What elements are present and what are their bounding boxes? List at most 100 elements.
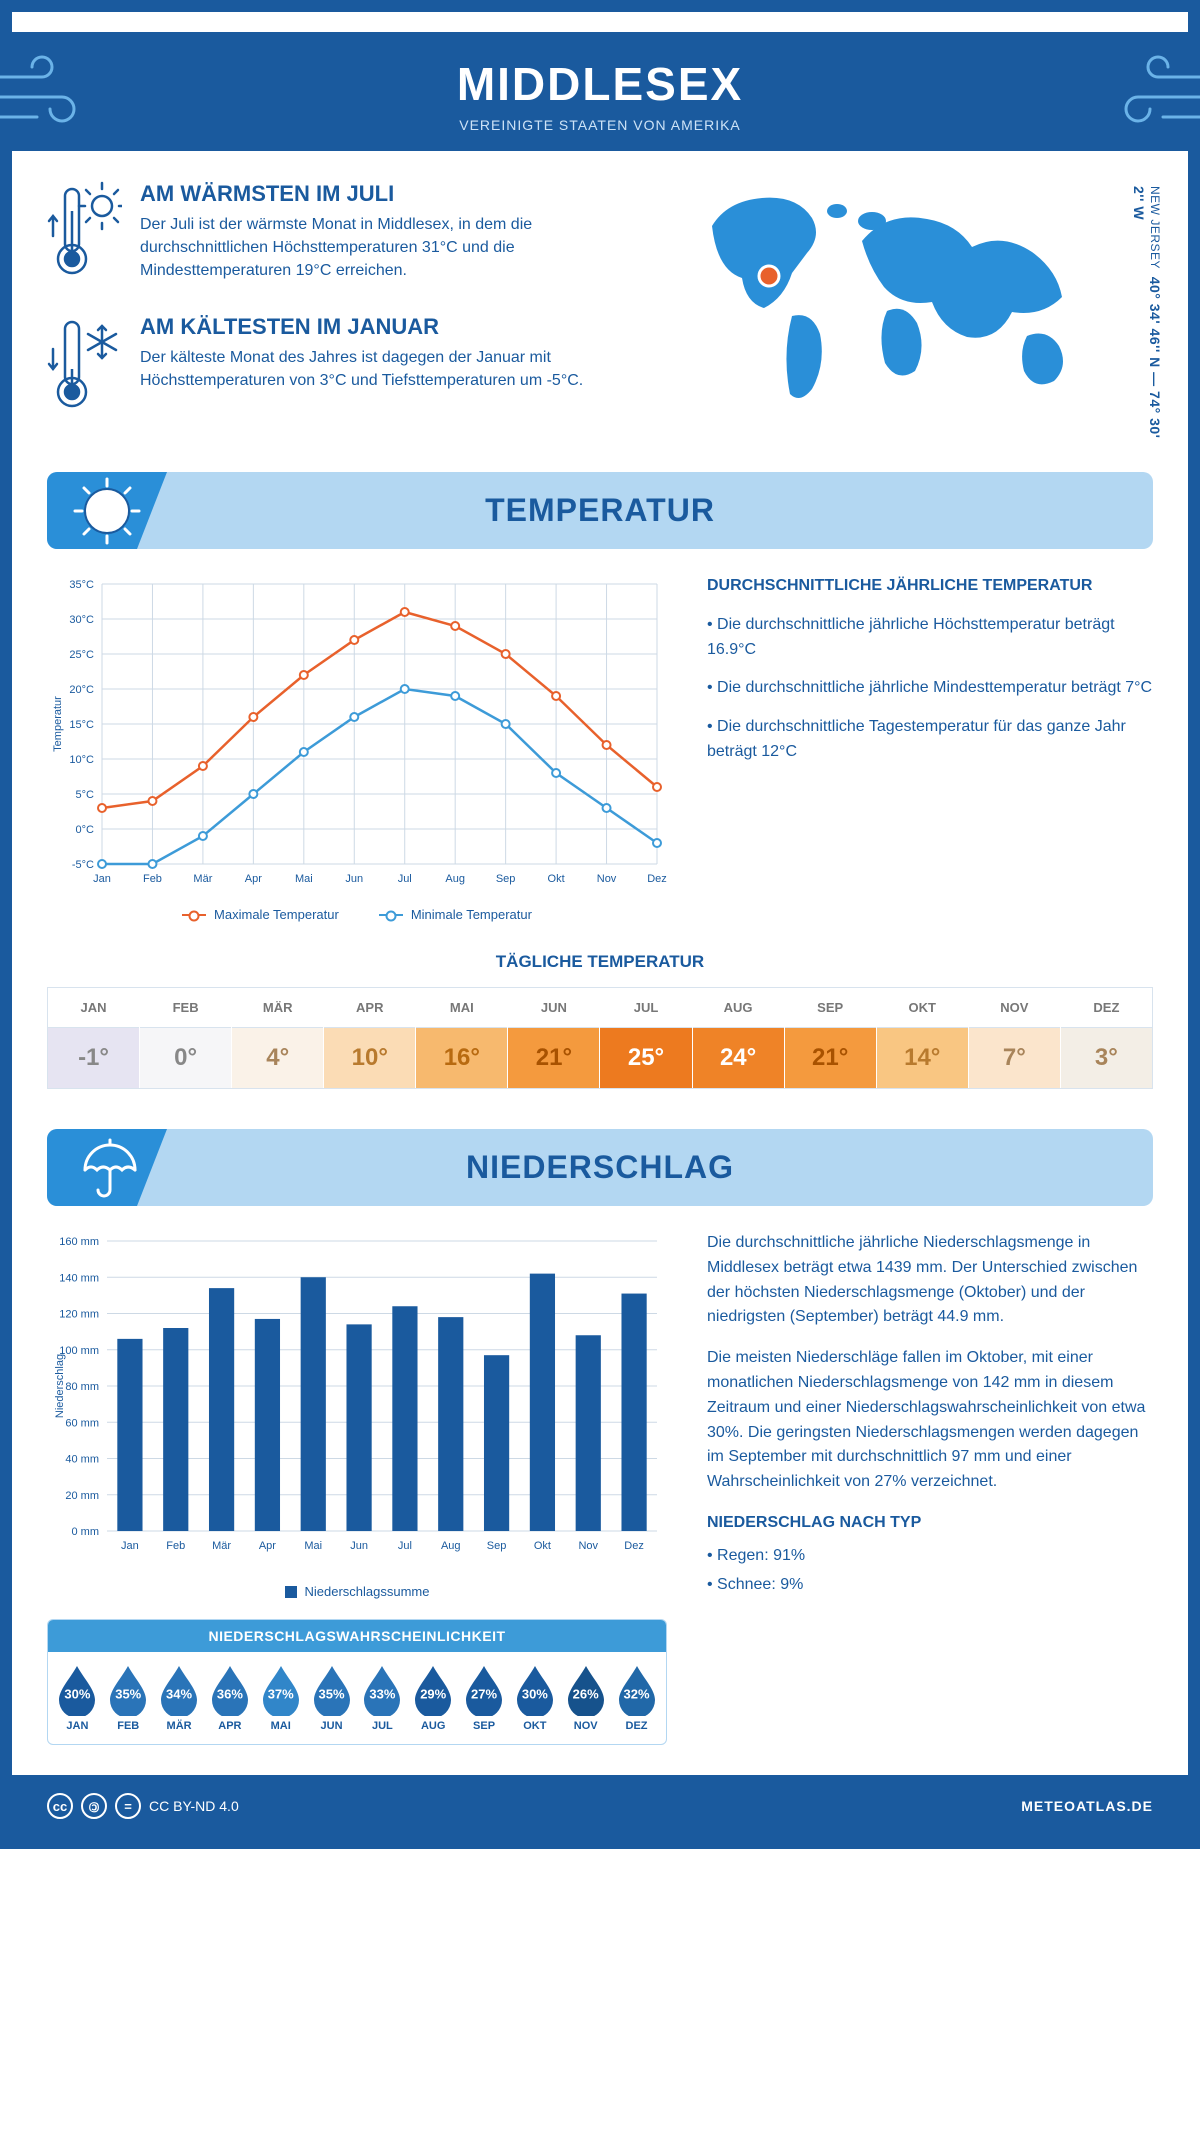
svg-text:Jun: Jun	[350, 1540, 368, 1552]
section-title-precip: NIEDERSCHLAG	[47, 1149, 1153, 1186]
wind-icon	[0, 47, 102, 137]
svg-text:40 mm: 40 mm	[65, 1454, 99, 1466]
precip-summary: Die durchschnittliche jährliche Niedersc…	[707, 1231, 1153, 1745]
page-subtitle: VEREINIGTE STAATEN VON AMERIKA	[12, 117, 1188, 133]
svg-text:5°C: 5°C	[76, 789, 95, 801]
svg-text:Aug: Aug	[445, 873, 465, 885]
svg-text:Jun: Jun	[345, 873, 363, 885]
svg-text:80 mm: 80 mm	[65, 1381, 99, 1393]
thermometer-sun-icon	[47, 181, 122, 286]
temp-summary: DURCHSCHNITTLICHE JÄHRLICHE TEMPERATUR •…	[707, 574, 1153, 922]
daily-cell: FEB0°	[140, 988, 232, 1088]
daily-temp-grid: JAN-1°FEB0°MÄR4°APR10°MAI16°JUN21°JUL25°…	[47, 987, 1153, 1089]
svg-text:Mär: Mär	[193, 873, 212, 885]
svg-text:Nov: Nov	[597, 873, 617, 885]
svg-text:Jul: Jul	[398, 1540, 412, 1552]
license: cc🄯= CC BY-ND 4.0	[47, 1793, 239, 1819]
svg-text:Feb: Feb	[166, 1540, 185, 1552]
svg-text:Okt: Okt	[548, 873, 565, 885]
svg-text:Aug: Aug	[441, 1540, 461, 1552]
svg-text:0°C: 0°C	[76, 824, 95, 836]
svg-text:Sep: Sep	[487, 1540, 507, 1552]
temp-legend: Maximale Temperatur Minimale Temperatur	[47, 907, 667, 922]
fact-warm-text: Der Juli ist der wärmste Monat in Middle…	[140, 213, 611, 283]
prob-drop: 33%JUL	[359, 1664, 406, 1732]
prob-drop: 37%MAI	[257, 1664, 304, 1732]
daily-cell: JUN21°	[508, 988, 600, 1088]
precip-legend: Niederschlagssumme	[47, 1584, 667, 1599]
svg-text:Jan: Jan	[93, 873, 111, 885]
svg-text:-5°C: -5°C	[72, 859, 94, 871]
prob-drop: 34%MÄR	[156, 1664, 203, 1732]
svg-text:Niederschlag: Niederschlag	[54, 1354, 66, 1418]
section-precipitation: NIEDERSCHLAG	[47, 1129, 1153, 1206]
section-temperature: TEMPERATUR	[47, 472, 1153, 549]
svg-text:20°C: 20°C	[69, 684, 94, 696]
prob-drop: 26%NOV	[562, 1664, 609, 1732]
daily-cell: APR10°	[324, 988, 416, 1088]
svg-text:35°C: 35°C	[69, 579, 94, 591]
daily-cell: JAN-1°	[48, 988, 140, 1088]
coordinates: NEW JERSEY 40° 34' 46'' N — 74° 30' 2'' …	[1131, 186, 1163, 447]
umbrella-icon	[75, 1135, 140, 1200]
fact-cold-title: AM KÄLTESTEN IM JANUAR	[140, 314, 611, 340]
prob-drop: 30%JAN	[54, 1664, 101, 1732]
svg-text:25°C: 25°C	[69, 649, 94, 661]
precip-probability: NIEDERSCHLAGSWAHRSCHEINLICHKEIT 30%JAN35…	[47, 1619, 667, 1745]
prob-drop: 32%DEZ	[613, 1664, 660, 1732]
svg-text:Jan: Jan	[121, 1540, 139, 1552]
prob-drop: 29%AUG	[410, 1664, 457, 1732]
svg-text:Sep: Sep	[496, 873, 516, 885]
prob-drop: 30%OKT	[511, 1664, 558, 1732]
svg-text:Apr: Apr	[245, 873, 262, 885]
daily-cell: SEP21°	[785, 988, 877, 1088]
svg-text:Mär: Mär	[212, 1540, 231, 1552]
thermometer-snow-icon	[47, 314, 122, 419]
svg-text:Apr: Apr	[259, 1540, 276, 1552]
svg-text:Mai: Mai	[304, 1540, 322, 1552]
daily-cell: MÄR4°	[232, 988, 324, 1088]
fact-warm-title: AM WÄRMSTEN IM JULI	[140, 181, 611, 207]
daily-cell: AUG24°	[693, 988, 785, 1088]
daily-cell: OKT14°	[877, 988, 969, 1088]
daily-cell: JUL25°	[600, 988, 692, 1088]
svg-text:140 mm: 140 mm	[59, 1272, 99, 1284]
svg-text:30°C: 30°C	[69, 614, 94, 626]
svg-text:60 mm: 60 mm	[65, 1417, 99, 1429]
prob-drop: 27%SEP	[461, 1664, 508, 1732]
fact-warm: AM WÄRMSTEN IM JULI Der Juli ist der wär…	[47, 181, 611, 286]
prob-drop: 35%JUN	[308, 1664, 355, 1732]
fact-cold: AM KÄLTESTEN IM JANUAR Der kälteste Mona…	[47, 314, 611, 419]
daily-cell: MAI16°	[416, 988, 508, 1088]
header: MIDDLESEX VEREINIGTE STAATEN VON AMERIKA	[12, 32, 1188, 151]
world-map-icon	[687, 181, 1107, 411]
svg-text:15°C: 15°C	[69, 719, 94, 731]
svg-text:120 mm: 120 mm	[59, 1309, 99, 1321]
sun-icon	[72, 476, 142, 546]
svg-text:Dez: Dez	[647, 873, 667, 885]
svg-text:0 mm: 0 mm	[72, 1526, 100, 1538]
precipitation-chart: 0 mm20 mm40 mm60 mm80 mm100 mm120 mm140 …	[47, 1231, 667, 1599]
daily-temp-title: TÄGLICHE TEMPERATUR	[47, 952, 1153, 972]
site-name: METEOATLAS.DE	[1021, 1798, 1153, 1814]
footer: cc🄯= CC BY-ND 4.0 METEOATLAS.DE	[12, 1775, 1188, 1837]
svg-text:Mai: Mai	[295, 873, 313, 885]
svg-text:10°C: 10°C	[69, 754, 94, 766]
fact-cold-text: Der kälteste Monat des Jahres ist dagege…	[140, 346, 611, 392]
svg-text:Okt: Okt	[534, 1540, 551, 1552]
svg-text:Temperatur: Temperatur	[52, 696, 64, 752]
svg-text:Dez: Dez	[624, 1540, 644, 1552]
daily-cell: DEZ3°	[1061, 988, 1152, 1088]
svg-text:Jul: Jul	[398, 873, 412, 885]
section-title-temp: TEMPERATUR	[47, 492, 1153, 529]
prob-drop: 35%FEB	[105, 1664, 152, 1732]
svg-text:Feb: Feb	[143, 873, 162, 885]
daily-cell: NOV7°	[969, 988, 1061, 1088]
temperature-chart: -5°C 0°C 5°C 10°C 15°C 20°C 25°C 30°C 35°C Jan Feb…	[47, 574, 667, 922]
svg-text:160 mm: 160 mm	[59, 1236, 99, 1248]
svg-text:Nov: Nov	[578, 1540, 598, 1552]
wind-icon	[1098, 47, 1200, 137]
page-title: MIDDLESEX	[12, 57, 1188, 111]
svg-text:20 mm: 20 mm	[65, 1490, 99, 1502]
prob-drop: 36%APR	[206, 1664, 253, 1732]
